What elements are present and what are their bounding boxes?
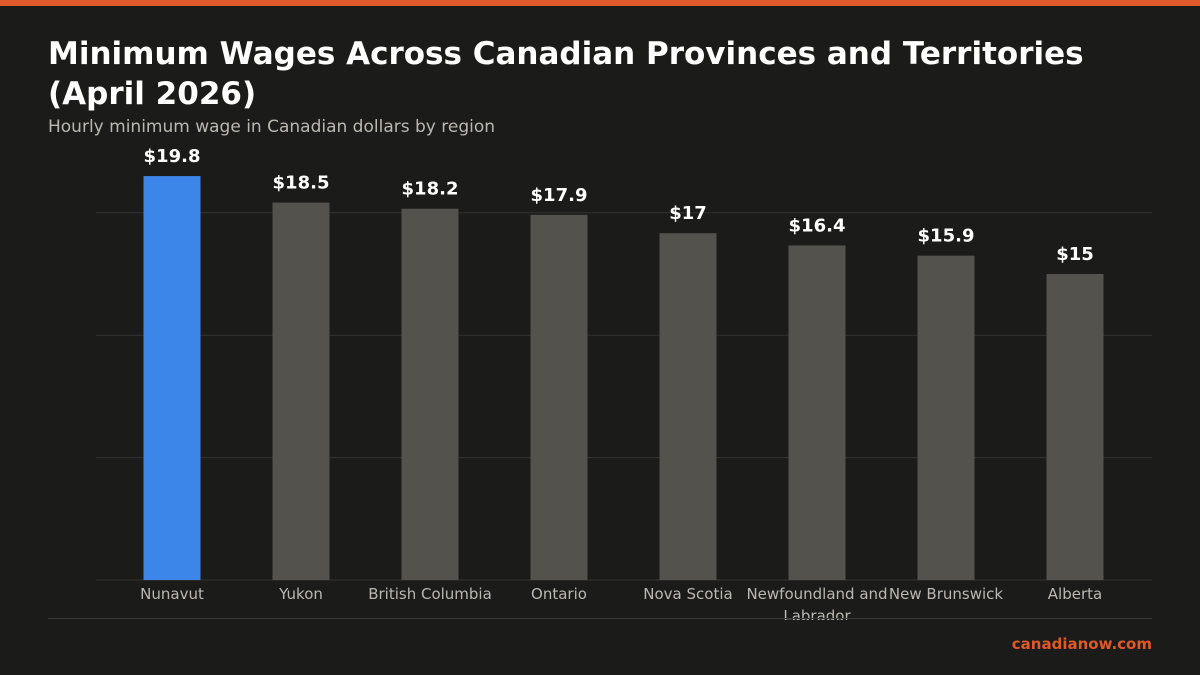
category-label-6: New Brunswick bbox=[889, 585, 1003, 603]
value-label-7: $15 bbox=[1056, 244, 1094, 265]
bar-5[interactable] bbox=[788, 245, 846, 580]
accent-top-bar bbox=[0, 0, 1200, 6]
footer-divider bbox=[48, 618, 1152, 619]
category-label-7: Alberta bbox=[1048, 585, 1102, 603]
value-label-0: $19.8 bbox=[144, 146, 201, 167]
category-label-0: Nunavut bbox=[140, 585, 204, 603]
bar-3[interactable] bbox=[530, 214, 588, 580]
value-label-3: $17.9 bbox=[531, 185, 588, 206]
category-label-2: British Columbia bbox=[368, 585, 492, 603]
bar-7[interactable] bbox=[1046, 274, 1104, 580]
chart-subtitle: Hourly minimum wage in Canadian dollars … bbox=[48, 117, 496, 137]
category-label-1: Yukon bbox=[278, 585, 323, 603]
bar-1[interactable] bbox=[272, 202, 330, 580]
bar-2[interactable] bbox=[401, 208, 459, 580]
bar-chart: $19.8 Nunavut $18.5 Yukon $18.2 British Colum… bbox=[96, 146, 1152, 620]
source-credit[interactable]: canadianow.com bbox=[1011, 635, 1152, 653]
bar-0[interactable] bbox=[143, 176, 201, 580]
category-label-3: Ontario bbox=[531, 585, 587, 603]
chart-title: Minimum Wages Across Canadian Provinces … bbox=[48, 36, 1084, 112]
category-label-4: Nova Scotia bbox=[643, 585, 732, 603]
value-label-1: $18.5 bbox=[273, 173, 330, 194]
category-label-5: Newfoundland and Labrador bbox=[746, 585, 887, 620]
bar-6[interactable] bbox=[917, 255, 975, 580]
value-label-4: $17 bbox=[669, 203, 707, 224]
value-label-2: $18.2 bbox=[402, 179, 459, 200]
value-label-5: $16.4 bbox=[789, 215, 846, 236]
bar-4[interactable] bbox=[659, 233, 717, 580]
value-label-6: $15.9 bbox=[918, 226, 975, 247]
